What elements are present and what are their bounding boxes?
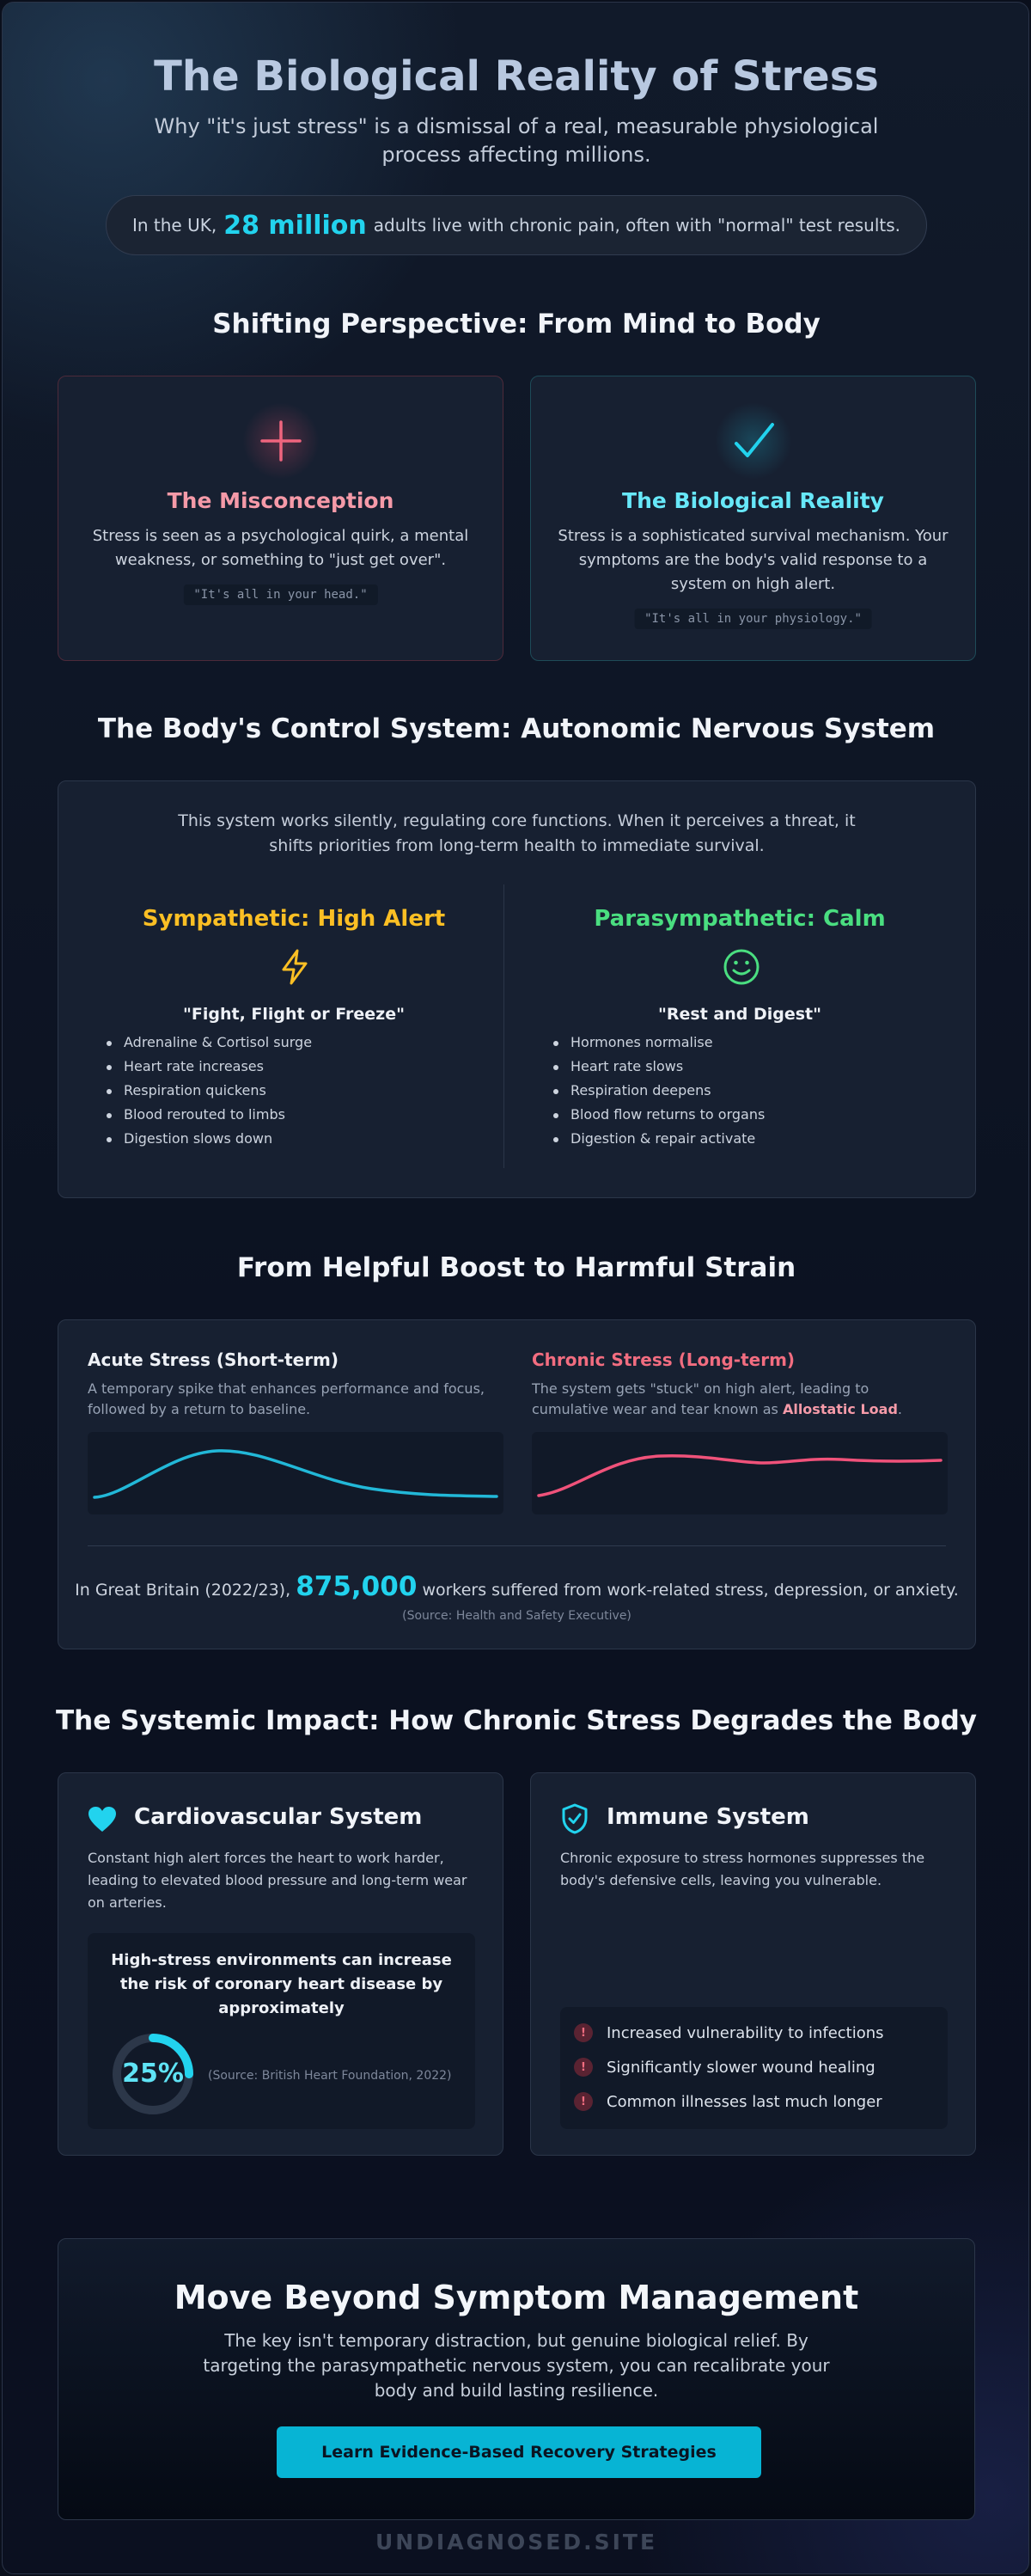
plus-icon <box>260 420 302 462</box>
effect-label: Increased vulnerability to infections <box>607 2023 884 2042</box>
misconception-quote: "It's all in your head." <box>183 584 378 605</box>
section-heading-strain: From Helpful Boost to Harmful Strain <box>236 1252 796 1283</box>
alert-icon: ! <box>574 2023 593 2042</box>
acute-title: Acute Stress (Short-term) <box>88 1349 339 1370</box>
bhf-source: (Source: British Heart Foundation, 2022) <box>208 2069 452 2083</box>
list-item: Heart rate slows <box>550 1055 765 1079</box>
stat-suffix: workers suffered from work-related stres… <box>422 1581 959 1600</box>
cardio-risk-box: High-stress environments can increase th… <box>88 1933 475 2129</box>
effect-label: Common illnesses last much longer <box>607 2092 882 2111</box>
lightning-icon <box>282 949 308 985</box>
reality-card: The Biological Reality Stress is a sophi… <box>530 376 976 661</box>
risk-percent: 25% <box>122 2059 184 2089</box>
sympathetic-list: Adrenaline & Cortisol surge Heart rate i… <box>103 1031 312 1151</box>
column-divider <box>503 884 504 1168</box>
risk-ring-chart <box>113 2034 193 2114</box>
misconception-text: Stress is seen as a psychological quirk,… <box>92 527 469 569</box>
parasympathetic-subtitle: "Rest and Digest" <box>657 1005 822 1024</box>
risk-text: High-stress environments can increase th… <box>111 1951 452 2017</box>
reality-glow <box>714 402 792 480</box>
learn-strategies-button[interactable]: Learn Evidence-Based Recovery Strategies <box>277 2426 761 2478</box>
list-item: Digestion & repair activate <box>550 1127 765 1151</box>
immune-desc: Chronic exposure to stress hormones supp… <box>560 1850 925 1888</box>
allostatic-load-highlight: Allostatic Load <box>782 1401 898 1417</box>
ans-card: This system works silently, regulating c… <box>58 780 976 1198</box>
chronic-desc-text: The system gets "stuck" on high alert, l… <box>532 1380 869 1417</box>
parasympathetic-title: Parasympathetic: Calm <box>594 906 886 932</box>
immune-title: Immune System <box>607 1804 809 1830</box>
acute-desc: A temporary spike that enhances performa… <box>88 1380 485 1417</box>
cardio-desc: Constant high alert forces the heart to … <box>88 1850 467 1911</box>
section-heading-perspective: Shifting Perspective: From Mind to Body <box>212 309 821 340</box>
stat-suffix: adults live with chronic pain, often wit… <box>373 215 901 236</box>
stat-prefix: In Great Britain (2022/23), <box>75 1581 291 1600</box>
stress-comparison-card: Acute Stress (Short-term) A temporary sp… <box>58 1319 976 1649</box>
chronic-desc: The system gets "stuck" on high alert, l… <box>532 1379 944 1420</box>
divider <box>88 1545 946 1546</box>
list-item: ! Increased vulnerability to infections <box>574 2016 884 2050</box>
uk-stat-banner: In the UK, 28 million adults live with c… <box>106 195 927 255</box>
stat-value: 28 million <box>223 210 367 241</box>
section-heading-impact: The Systemic Impact: How Chronic Stress … <box>55 1705 978 1736</box>
chronic-desc-end: . <box>897 1401 902 1417</box>
misconception-title: The Misconception <box>167 488 394 513</box>
immune-effects-list: ! Increased vulnerability to infections !… <box>574 2016 884 2119</box>
acute-stress-chart <box>88 1432 503 1514</box>
ans-intro: This system works silently, regulating c… <box>178 811 856 855</box>
reality-quote: "It's all in your physiology." <box>634 609 872 629</box>
alert-icon: ! <box>574 2092 593 2111</box>
cta-desc: The key isn't temporary distraction, but… <box>203 2330 830 2401</box>
list-item: Digestion slows down <box>103 1127 312 1151</box>
section-heading-ans: The Body's Control System: Autonomic Ner… <box>97 713 936 744</box>
check-icon <box>735 423 774 457</box>
heart-icon <box>88 1807 116 1832</box>
effect-label: Significantly slower wound healing <box>607 2058 875 2077</box>
list-item: ! Significantly slower wound healing <box>574 2050 884 2084</box>
immune-card: Immune System Chronic exposure to stress… <box>530 1772 976 2156</box>
list-item: Heart rate increases <box>103 1055 312 1079</box>
hse-source: (Source: Health and Safety Executive) <box>402 1609 631 1623</box>
sympathetic-subtitle: "Fight, Flight or Freeze" <box>182 1005 406 1024</box>
chronic-stress-chart <box>532 1432 948 1514</box>
list-item: Respiration deepens <box>550 1079 765 1103</box>
page-subtitle: Why "it's just stress" is a dismissal of… <box>154 114 879 167</box>
acute-curve <box>93 1449 498 1499</box>
stat-value: 875,000 <box>296 1571 418 1602</box>
shield-check-icon <box>562 1803 588 1834</box>
ring-progress <box>113 2034 193 2114</box>
list-item: Blood rerouted to limbs <box>103 1103 312 1127</box>
parasympathetic-list: Hormones normalise Heart rate slows Resp… <box>550 1031 765 1151</box>
list-item: Hormones normalise <box>550 1031 765 1055</box>
list-item: Blood flow returns to organs <box>550 1103 765 1127</box>
reality-title: The Biological Reality <box>622 488 884 513</box>
alert-icon: ! <box>574 2058 593 2077</box>
chronic-curve <box>537 1453 943 1497</box>
cta-card: Move Beyond Symptom Management The key i… <box>58 2238 975 2520</box>
list-item: ! Common illnesses last much longer <box>574 2084 884 2119</box>
stat-prefix: In the UK, <box>131 215 217 236</box>
site-footer[interactable]: UNDIAGNOSED.SITE <box>375 2530 658 2555</box>
misconception-card: The Misconception Stress is seen as a ps… <box>58 376 503 661</box>
chronic-title: Chronic Stress (Long-term) <box>532 1349 796 1370</box>
list-item: Respiration quickens <box>103 1079 312 1103</box>
page-title: The Biological Reality of Stress <box>154 52 879 101</box>
reality-text: Stress is a sophisticated survival mecha… <box>558 527 949 593</box>
gb-stress-stat: In Great Britain (2022/23), 875,000 work… <box>58 1571 975 1602</box>
smile-icon <box>723 949 760 985</box>
cardiovascular-card: Cardiovascular System Constant high aler… <box>58 1772 503 2156</box>
cta-title: Move Beyond Symptom Management <box>174 2279 859 2316</box>
list-item: Adrenaline & Cortisol surge <box>103 1031 312 1055</box>
sympathetic-title: Sympathetic: High Alert <box>142 906 446 932</box>
cardio-title: Cardiovascular System <box>134 1804 423 1830</box>
immune-effects-box: ! Increased vulnerability to infections !… <box>560 2007 948 2129</box>
